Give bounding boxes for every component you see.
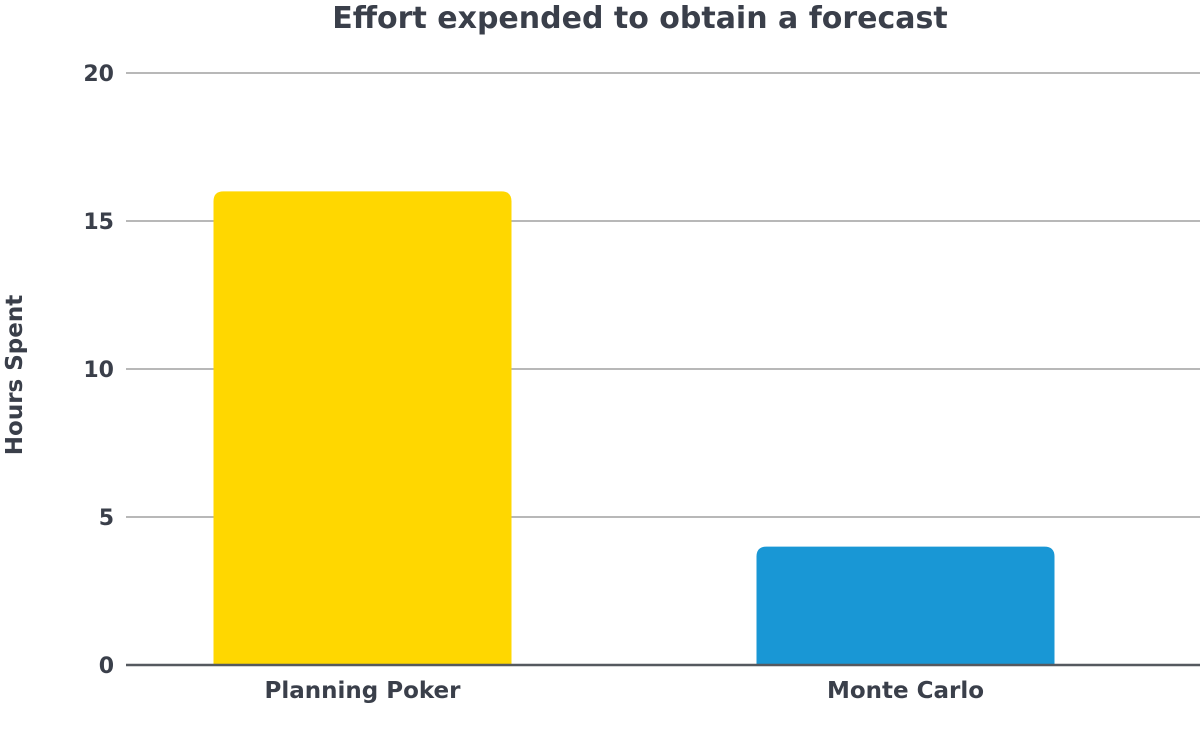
y-axis-label: Hours Spent [2, 295, 28, 455]
y-tick-label: 10 [83, 358, 114, 383]
y-tick-label: 20 [83, 62, 114, 87]
x-category-label: Planning Poker [264, 678, 461, 704]
y-tick-label: 15 [83, 210, 114, 235]
y-tick-label: 5 [99, 506, 114, 531]
x-category-label: Monte Carlo [827, 678, 984, 704]
y-tick-label: 0 [99, 654, 114, 679]
bar-planning-poker [213, 191, 512, 665]
y-tick-labels: 0 5 10 15 20 [83, 62, 114, 679]
chart-title: Effort expended to obtain a forecast [332, 1, 947, 36]
x-category-labels: Planning Poker Monte Carlo [264, 678, 984, 704]
bar-monte-carlo [756, 546, 1055, 665]
bars [213, 191, 1055, 665]
